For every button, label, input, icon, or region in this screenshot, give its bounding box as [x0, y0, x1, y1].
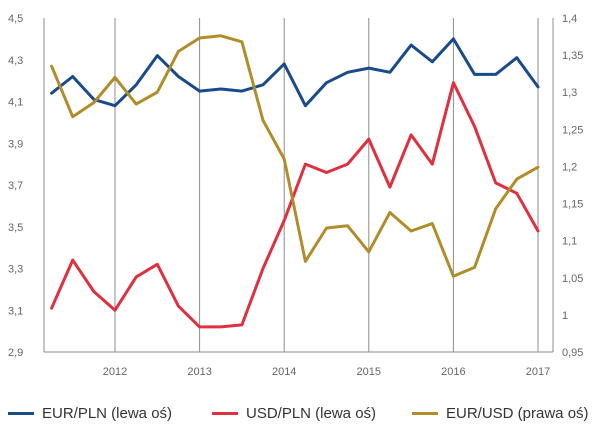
right-y-tick-label: 0,95	[562, 347, 583, 359]
left-y-axis: 4,5 4,3 4,1 3,9 3,7 3,5 3,3 3,1 2,9	[8, 13, 23, 359]
line-chart: 4,54,34,13,93,73,53,33,12,9 1,41,351,31,…	[8, 13, 583, 378]
series-lines	[50, 34, 540, 329]
series-line-eur-usd-prawa-o	[50, 34, 540, 278]
legend-swatch-eurpln	[8, 412, 34, 415]
legend-label-eurpln: EUR/PLN (lewa oś)	[42, 405, 173, 422]
right-y-axis: 1,4 1,35 1,3 1,25 1,2 1,15 1,1 1,05 1 0,95	[562, 13, 583, 359]
legend-swatch-usdpln	[212, 412, 238, 415]
x-tick-label: 2015	[357, 366, 381, 378]
legend-label-eurusd: EUR/USD (prawa oś)	[446, 405, 589, 422]
right-y-tick-label: 1,3	[562, 87, 577, 99]
x-tick-label: 2012	[103, 366, 127, 378]
left-y-tick-label: 3,5	[8, 222, 23, 234]
right-y-tick-label: 1,1	[562, 236, 577, 248]
x-axis: 2012 2013 2014 2015 2016 2017	[103, 366, 550, 378]
right-y-tick-label: 1,4	[562, 13, 577, 25]
x-tick-label: 2016	[441, 366, 465, 378]
legend-item-usdpln: USD/PLN (lewa oś)	[212, 405, 376, 422]
left-y-tick-label: 4,5	[8, 13, 23, 25]
x-tick-label: 2017	[526, 366, 550, 378]
right-y-tick-label: 1,15	[562, 199, 583, 211]
legend-item-eurpln: EUR/PLN (lewa oś)	[8, 405, 172, 422]
left-y-tick-label: 3,1	[8, 305, 23, 317]
legend-item-eurusd: EUR/USD (prawa oś)	[412, 405, 589, 422]
series-line-eur-pln-lewa-o	[50, 37, 540, 108]
series-line-usd-pln-lewa-o	[50, 81, 540, 329]
left-y-tick-label: 3,7	[8, 180, 23, 192]
legend-swatch-eurusd	[412, 412, 438, 415]
legend-label-usdpln: USD/PLN (lewa oś)	[246, 405, 377, 422]
left-y-tick-label: 2,9	[8, 347, 23, 359]
vertical-gridlines	[43, 18, 554, 353]
right-y-tick-label: 1,25	[562, 124, 583, 136]
right-y-tick-label: 1,05	[562, 273, 583, 285]
left-y-tick-label: 3,3	[8, 264, 23, 276]
x-tick-label: 2013	[187, 366, 211, 378]
left-y-tick-label: 4,1	[8, 97, 23, 109]
right-y-tick-label: 1,2	[562, 161, 577, 173]
x-tick-label: 2014	[272, 366, 296, 378]
left-y-tick-label: 4,3	[8, 55, 23, 67]
left-y-tick-label: 3,9	[8, 138, 23, 150]
right-y-tick-label: 1,35	[562, 50, 583, 62]
right-y-tick-label: 1	[562, 310, 568, 322]
chart-legend: EUR/PLN (lewa oś) USD/PLN (lewa oś) EUR/…	[0, 405, 600, 435]
